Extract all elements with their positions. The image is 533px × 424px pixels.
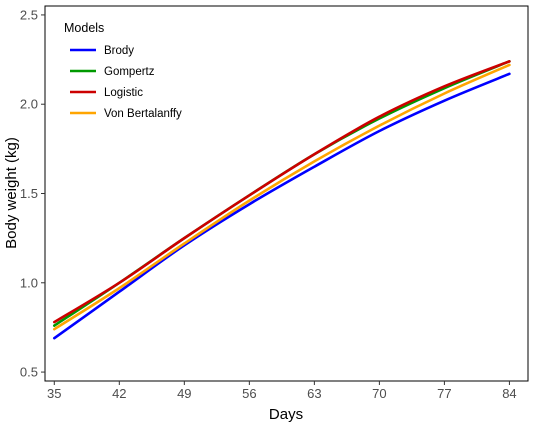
x-tick-label: 70 xyxy=(372,386,386,401)
y-tick-label: 1.5 xyxy=(20,186,38,201)
legend-label-logistic: Logistic xyxy=(104,87,143,99)
x-axis: 35 42 49 56 63 70 77 84 xyxy=(47,381,517,401)
series-line-brody xyxy=(52,72,511,340)
x-tick-label: 77 xyxy=(437,386,451,401)
legend-label-gompertz: Gompertz xyxy=(104,66,155,78)
legend-title: Models xyxy=(64,21,104,35)
y-axis-title: Body weight (kg) xyxy=(3,137,20,249)
y-tick-label: 2.0 xyxy=(20,97,38,112)
x-tick-label: 35 xyxy=(47,386,61,401)
legend-label-brody: Brody xyxy=(104,45,134,57)
y-tick-label: 1.0 xyxy=(20,275,38,290)
legend: Models Brody Gompertz Logistic Von Bertalan… xyxy=(64,21,182,120)
series-line-von-bertalanffy xyxy=(52,63,511,331)
series-line-logistic xyxy=(52,60,511,324)
series-lines xyxy=(52,60,511,340)
x-axis-title: Days xyxy=(269,406,303,423)
y-tick-label: 0.5 xyxy=(20,365,38,380)
legend-items: Brody Gompertz Logistic Von Bertalanffy xyxy=(70,45,182,120)
x-tick-label: 56 xyxy=(242,386,256,401)
x-tick-label: 63 xyxy=(307,386,321,401)
legend-label-von-bertalanffy: Von Bertalanffy xyxy=(104,108,182,120)
plot-panel xyxy=(44,5,529,382)
x-tick-label: 84 xyxy=(502,386,516,401)
x-tick-label: 42 xyxy=(112,386,126,401)
y-axis: 0.5 1.0 1.5 2.0 2.5 xyxy=(20,7,45,380)
x-tick-label: 49 xyxy=(177,386,191,401)
y-tick-label: 2.5 xyxy=(20,7,38,22)
